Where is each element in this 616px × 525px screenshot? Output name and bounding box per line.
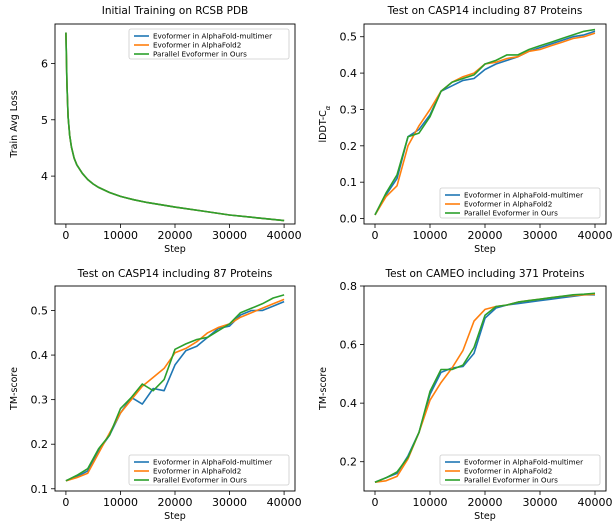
x-tick-label: 30000 <box>523 229 558 242</box>
chart-panel-2: Test on CASP14 including 87 Proteins 0 100… <box>318 5 613 255</box>
x-tick-label: 0 <box>372 229 379 242</box>
y-tick-label: 0.6 <box>340 339 358 352</box>
x-tick-label: 0 <box>372 496 379 509</box>
legend-box <box>128 454 290 486</box>
legend: Evoformer in AlphaFold-multimerEvoformer… <box>439 454 601 486</box>
y-tick-label: 0.4 <box>31 349 49 362</box>
y-tick-label: 0.4 <box>340 67 358 80</box>
x-tick-label: 0 <box>62 229 69 242</box>
legend-entry: Parallel Evoformer in Ours <box>464 476 558 485</box>
x-axis-label: Step <box>164 244 186 255</box>
x-axis-label: Step <box>474 511 496 522</box>
legend: Evoformer in AlphaFold-multimerEvoformer… <box>128 454 290 486</box>
y-axis-label: lDDT-Cα <box>318 105 332 142</box>
legend-entry: Evoformer in AlphaFold-multimer <box>153 458 272 467</box>
x-tick-label: 40000 <box>578 496 613 509</box>
series-line-ours <box>65 294 285 482</box>
y-tick-label: 0.1 <box>31 483 49 496</box>
y-tick-label: 0.2 <box>31 438 49 451</box>
y-tick-label: 0.2 <box>340 456 358 469</box>
x-tick-label: 20000 <box>468 496 503 509</box>
x-tick-label: 40000 <box>578 229 613 242</box>
chart-panel-4: Test on CAMEO including 371 Proteins 0 100… <box>318 268 613 522</box>
chart-title: Test on CASP14 including 87 Proteins <box>77 268 273 280</box>
y-tick-label: 0.8 <box>340 280 358 293</box>
x-tick-label: 10000 <box>413 229 448 242</box>
x-tick-label: 10000 <box>103 229 138 242</box>
chart-panel-3: Test on CASP14 including 87 Proteins 0 100… <box>9 268 302 522</box>
x-tick-label: 0 <box>62 496 69 509</box>
chart-title: Initial Training on RCSB PDB <box>102 5 249 17</box>
y-axis-label: TM-score <box>9 367 20 411</box>
x-tick-label: 30000 <box>212 229 247 242</box>
series-line-af2 <box>65 298 285 482</box>
legend-box <box>128 28 290 60</box>
series-line-af2 <box>65 32 285 222</box>
y-tick-label: 6 <box>41 57 48 70</box>
legend-entry: Evoformer in AlphaFold-multimer <box>464 191 583 200</box>
chart-title: Test on CASP14 including 87 Proteins <box>387 5 583 17</box>
y-tick-label: 0.3 <box>340 103 358 116</box>
legend-entry: Parallel Evoformer in Ours <box>464 209 558 218</box>
y-tick-label: 0.3 <box>31 394 49 407</box>
x-axis-label: Step <box>164 511 186 522</box>
legend-box <box>439 454 601 486</box>
legend-box <box>439 187 601 219</box>
y-tick-label: 0.0 <box>340 213 358 226</box>
y-tick-label: 5 <box>41 114 48 127</box>
x-axis-label: Step <box>474 244 496 255</box>
x-tick-label: 20000 <box>158 496 193 509</box>
y-tick-label: 0.2 <box>340 140 358 153</box>
series-line-ours <box>65 32 285 222</box>
legend-entry: Evoformer in AlphaFold2 <box>153 41 241 50</box>
series-line-multimer <box>65 32 285 222</box>
x-tick-label: 10000 <box>103 496 138 509</box>
y-tick-label: 0.1 <box>340 176 358 189</box>
x-tick-label: 40000 <box>267 496 302 509</box>
chart-panel-1: Initial Training on RCSB PDB 0 10000 20000 3… <box>9 5 302 255</box>
series-line-af2 <box>374 293 596 483</box>
legend: Evoformer in AlphaFold-multimerEvoformer… <box>128 28 290 60</box>
legend-entry: Parallel Evoformer in Ours <box>153 476 247 485</box>
series-line-multimer <box>374 30 596 216</box>
y-axis-label: TM-score <box>318 367 329 411</box>
y-tick-label: 4 <box>41 170 48 183</box>
legend-entry: Evoformer in AlphaFold2 <box>464 467 552 476</box>
series-line-ours <box>374 292 596 483</box>
legend-entry: Evoformer in AlphaFold-multimer <box>464 458 583 467</box>
x-tick-label: 20000 <box>468 229 503 242</box>
x-tick-label: 30000 <box>523 496 558 509</box>
legend: Evoformer in AlphaFold-multimerEvoformer… <box>439 187 601 219</box>
x-tick-label: 20000 <box>158 229 193 242</box>
y-axis-label: Train Avg Loss <box>9 90 20 158</box>
chart-title: Test on CAMEO including 371 Proteins <box>384 268 584 280</box>
y-tick-label: 0.5 <box>31 305 49 318</box>
series-line-multimer <box>374 293 595 483</box>
legend-entry: Evoformer in AlphaFold-multimer <box>153 32 272 41</box>
legend-entry: Parallel Evoformer in Ours <box>153 50 247 59</box>
x-tick-label: 40000 <box>267 229 302 242</box>
legend-entry: Evoformer in AlphaFold2 <box>153 467 241 476</box>
y-tick-label: 0.4 <box>340 397 358 410</box>
x-tick-label: 30000 <box>212 496 247 509</box>
x-tick-label: 10000 <box>413 496 448 509</box>
legend-entry: Evoformer in AlphaFold2 <box>464 200 552 209</box>
series-line-ours <box>374 28 596 216</box>
y-tick-label: 0.5 <box>340 31 358 44</box>
